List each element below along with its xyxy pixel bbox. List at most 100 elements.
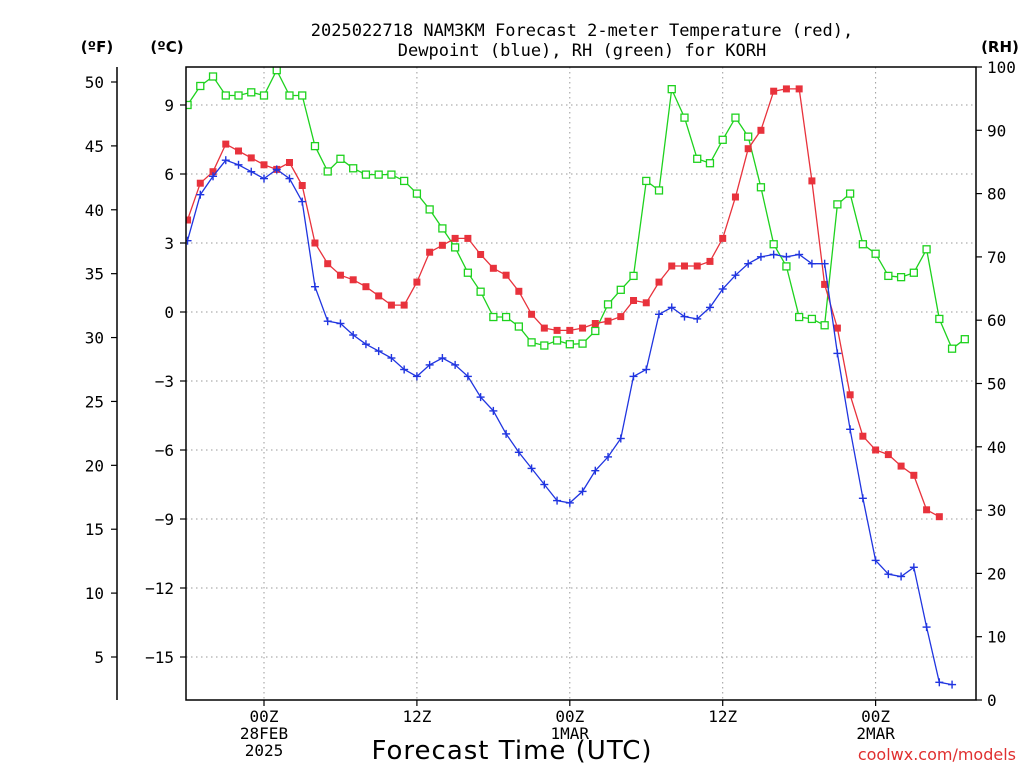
temperature-point — [540, 324, 548, 332]
temperature-point — [247, 154, 255, 162]
rh-tick-label: 10 — [987, 628, 1006, 647]
fahrenheit-tick-label: 5 — [94, 648, 104, 667]
dewpoint-point — [196, 190, 205, 199]
celsius-tick-label: −9 — [155, 510, 174, 529]
dewpoint-point — [186, 236, 192, 245]
rh-point — [629, 271, 638, 281]
temperature-point — [375, 292, 383, 300]
temperature-point — [553, 326, 561, 334]
dewpoint-point — [540, 480, 549, 489]
fahrenheit-tick-label: 10 — [85, 584, 104, 603]
rh-tick-label: 80 — [987, 185, 1006, 204]
temperature-point — [285, 159, 293, 166]
temperature-point — [186, 216, 192, 224]
temperature-point — [426, 248, 434, 256]
temperature-point — [489, 264, 497, 272]
temperature-point — [910, 471, 918, 479]
dewpoint-point — [948, 680, 957, 689]
temperature-point — [630, 297, 638, 304]
dewpoint-point — [871, 556, 880, 565]
temperature-point — [821, 280, 829, 288]
dewpoint-point — [209, 172, 218, 181]
temperature-point — [604, 317, 612, 325]
rh-point — [336, 154, 345, 163]
rh-point — [922, 245, 931, 254]
rh-point — [603, 300, 613, 309]
rh-point — [412, 189, 422, 198]
rh-point — [947, 344, 957, 353]
temperature-point — [591, 320, 599, 327]
dewpoint-point — [336, 319, 345, 328]
celsius-tick-label: 0 — [164, 303, 174, 322]
temperature-point — [770, 87, 778, 95]
series-line-rh — [186, 68, 966, 350]
temperature-point — [336, 271, 344, 279]
temperature-point — [833, 324, 841, 332]
temperature-point — [795, 85, 803, 93]
temperature-point — [642, 299, 650, 307]
dewpoint-point — [909, 563, 918, 572]
temperature-point — [196, 179, 204, 187]
rh-point — [285, 91, 294, 100]
rh-point — [769, 240, 778, 249]
dewpoint-point — [476, 393, 485, 402]
dewpoint-point — [349, 331, 358, 339]
rh-point — [489, 312, 498, 322]
rh-point — [208, 72, 218, 81]
dewpoint-point — [744, 259, 753, 268]
rh-point — [845, 189, 855, 198]
dewpoint-point — [884, 570, 893, 579]
dewpoint-point — [425, 360, 434, 369]
series-temperature — [186, 85, 943, 521]
temperature-point — [413, 278, 421, 286]
plot-frame — [185, 66, 977, 701]
rh-point — [935, 314, 944, 324]
rh-point — [361, 170, 371, 179]
dewpoint-point — [285, 174, 294, 183]
temperature-point — [311, 239, 319, 247]
temperature-point — [298, 182, 306, 189]
time-tick-label: 2025 — [245, 741, 284, 760]
dewpoint-point — [680, 312, 689, 321]
fahrenheit-tick-label: 30 — [85, 329, 104, 348]
dewpoint-point — [629, 372, 638, 381]
rh-point — [654, 186, 664, 195]
rh-point — [820, 321, 829, 330]
dewpoint-point — [527, 464, 536, 473]
rh-tick-label: 60 — [987, 311, 1006, 330]
dewpoint-point — [756, 252, 765, 261]
rh-tick-label: 20 — [987, 564, 1006, 583]
dewpoint-point — [897, 572, 906, 581]
rh-point — [884, 271, 893, 281]
dewpoint-point — [374, 347, 383, 356]
celsius-axis: 9 6 3 0 −3 −6 −9 −12 −15 — [145, 96, 186, 667]
temperature-point — [706, 257, 714, 265]
rh-point — [565, 340, 574, 349]
dewpoint-point — [463, 372, 472, 381]
temperature-point — [884, 451, 892, 459]
dewpoint-point — [718, 285, 727, 293]
time-tick-label: 00Z — [555, 707, 584, 726]
time-tick-label: 28FEB — [240, 724, 288, 743]
rh-point — [552, 336, 562, 345]
dewpoint-point — [502, 429, 511, 438]
dewpoint-point — [260, 174, 268, 183]
rh-point — [833, 200, 842, 209]
rh-point — [871, 249, 880, 258]
temperature-point — [731, 193, 739, 201]
dewpoint-point — [820, 259, 829, 268]
dewpoint-point — [731, 271, 740, 280]
temperature-point — [846, 391, 854, 399]
rh-point — [259, 91, 269, 100]
rh-tick-label: 90 — [987, 121, 1006, 140]
rh-point — [501, 312, 511, 322]
rh-point — [616, 285, 625, 294]
dewpoint-point — [846, 425, 855, 434]
rh-point — [527, 338, 536, 347]
rh-point — [349, 164, 358, 173]
rh-point — [272, 67, 281, 75]
rh-tick-label: 0 — [987, 691, 997, 710]
dewpoint-point — [400, 365, 409, 374]
dewpoint-point — [272, 165, 281, 174]
